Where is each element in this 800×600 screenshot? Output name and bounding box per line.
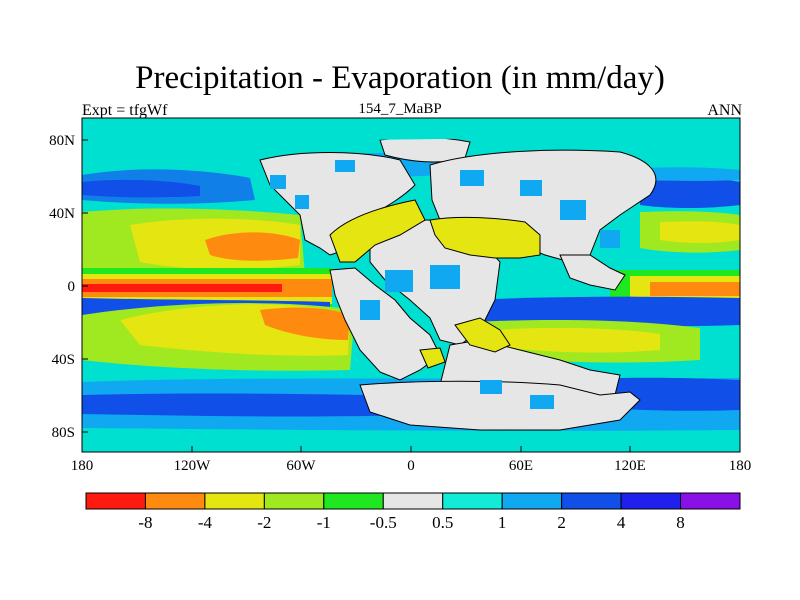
tethys-dry-west	[329, 199, 426, 263]
north-pacific-core	[82, 179, 200, 198]
lon-label-120w: 120W	[174, 458, 212, 474]
lon-label-60w: 60W	[286, 458, 316, 474]
south-america-dry	[419, 347, 446, 369]
lon-label-180w: 180	[71, 458, 94, 474]
wet-cell	[295, 195, 309, 209]
south-equatorial-blue-east	[470, 296, 740, 327]
equator-west-orange	[650, 282, 740, 296]
colorbar-label: -4	[198, 513, 213, 532]
lon-axis	[81, 446, 741, 452]
colorbar-swatch	[561, 492, 622, 510]
lon-label-180e: 180	[729, 458, 752, 474]
lat-label-40s: 40S	[52, 352, 75, 368]
wet-cell	[430, 265, 460, 289]
colorbar-label: 2	[557, 513, 566, 532]
wet-cell	[360, 300, 380, 320]
colorbar: -8 -4 -2 -1 -0.5 0.5 1 2 4 8	[85, 492, 741, 532]
south-africa-dry	[454, 317, 511, 353]
colorbar-swatch	[382, 492, 444, 510]
colorbar-swatch	[442, 492, 503, 510]
wet-cell	[530, 395, 554, 409]
colorbar-label: 4	[617, 513, 626, 532]
lat-label-0: 0	[68, 279, 76, 295]
north-east-pacific-band	[640, 177, 740, 209]
colorbar-swatch	[144, 492, 206, 510]
high-southern-ocean	[82, 428, 740, 452]
south-indian-subtropics-yellow	[490, 327, 660, 353]
south-pacific-subtropics-orange	[260, 307, 350, 340]
wet-cell	[270, 175, 286, 189]
colorbar-swatch	[620, 492, 682, 510]
wet-cell	[520, 180, 542, 196]
colorbar-label: 0.5	[432, 513, 453, 532]
antarctica	[359, 380, 641, 431]
india-southeast-asia	[559, 254, 626, 291]
tethys-dry-east	[429, 216, 541, 259]
period-label: ANN	[707, 102, 742, 119]
colorbar-swatch	[501, 492, 563, 510]
lon-label-60e: 60E	[509, 458, 533, 474]
wet-cell	[560, 200, 586, 220]
colorbar-swatch	[263, 492, 325, 510]
colorbar-label: -8	[138, 513, 152, 532]
case-label: 154_7_MaBP	[358, 101, 442, 117]
lon-label-120e: 120E	[614, 458, 646, 474]
wet-cell	[480, 380, 502, 394]
equator-red	[82, 284, 282, 292]
lat-label-40n: 40N	[49, 206, 75, 222]
north-west-pacific-yellow	[660, 221, 740, 244]
land-wet-cells	[270, 160, 620, 409]
north-america	[259, 152, 416, 256]
wet-cell	[600, 230, 620, 248]
colorbar-label: 1	[498, 513, 507, 532]
colorbar-swatch	[323, 492, 384, 510]
colorbar-label: 8	[676, 513, 685, 532]
wet-cell	[385, 270, 413, 292]
wet-cell	[460, 170, 484, 186]
map-title: Precipitation - Evaporation (in mm/day)	[135, 60, 665, 96]
colorbar-label: -0.5	[370, 513, 397, 532]
north-pacific-subtropics-orange	[205, 232, 300, 261]
colorbar-swatch	[85, 492, 146, 510]
experiment-label: Expt = tfgWf	[82, 102, 168, 119]
lat-label-80n: 80N	[49, 133, 75, 149]
colorbar-swatch	[680, 492, 741, 510]
lat-axis	[82, 139, 88, 433]
lon-label-0: 0	[407, 458, 415, 474]
colorbar-label: -2	[257, 513, 271, 532]
arctic-coast	[82, 118, 740, 150]
colorbar-swatch	[204, 492, 265, 510]
colorbar-label: -1	[317, 513, 331, 532]
map-field	[82, 118, 740, 452]
wet-cell	[335, 160, 355, 172]
southern-ocean-dark	[82, 393, 420, 417]
lat-label-80s: 80S	[52, 425, 75, 441]
